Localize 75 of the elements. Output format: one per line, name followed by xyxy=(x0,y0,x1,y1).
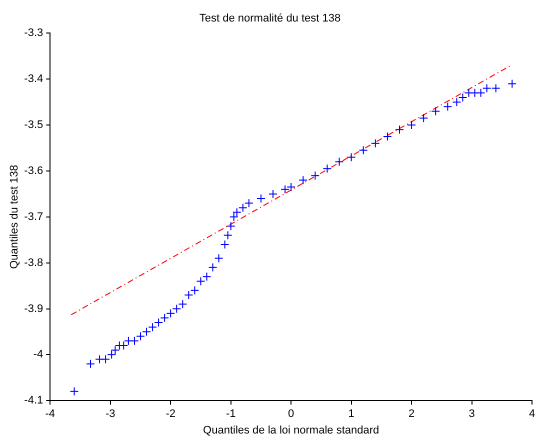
point xyxy=(136,332,145,341)
point xyxy=(172,304,182,314)
point xyxy=(148,322,158,332)
point xyxy=(160,313,170,322)
point xyxy=(208,262,218,272)
y-tick-label: -3.4 xyxy=(24,73,44,86)
x-tick-label: 2 xyxy=(408,408,415,420)
point xyxy=(268,189,278,198)
x-axis-title: Quantiles de la loi normale standard xyxy=(203,424,380,436)
point xyxy=(334,157,344,166)
point xyxy=(508,79,517,88)
point xyxy=(476,88,486,98)
point xyxy=(124,336,133,346)
point xyxy=(298,176,308,185)
point xyxy=(482,84,492,93)
point xyxy=(394,125,404,134)
point xyxy=(244,198,254,208)
point xyxy=(346,152,356,162)
point xyxy=(142,327,152,336)
point xyxy=(229,212,238,222)
y-tick-label: -3.3 xyxy=(24,27,44,40)
point xyxy=(226,222,236,231)
point xyxy=(86,359,96,368)
x-tick-label: -1 xyxy=(226,408,236,420)
chart-title: Test de normalité du test 138 xyxy=(199,12,341,25)
point xyxy=(110,346,120,355)
point xyxy=(310,171,320,180)
y-axis-title: Quantiles du test 138 xyxy=(8,164,21,269)
y-tick-label: -3.6 xyxy=(24,165,44,178)
x-tick-label: -3 xyxy=(105,408,116,420)
point xyxy=(184,290,194,300)
point xyxy=(431,106,440,116)
point xyxy=(95,354,104,364)
point xyxy=(458,92,468,102)
point xyxy=(202,272,212,282)
x-tick-label: 4 xyxy=(528,408,536,420)
point xyxy=(232,208,242,217)
y-tick-label: -3.8 xyxy=(24,256,44,269)
x-tick-label: 0 xyxy=(288,408,294,420)
point xyxy=(452,98,462,107)
point xyxy=(190,286,200,295)
point xyxy=(220,240,230,249)
y-tick-label: -3.7 xyxy=(24,210,44,223)
x-tick-label: -2 xyxy=(166,408,176,420)
point xyxy=(178,300,188,309)
point xyxy=(358,146,368,155)
point xyxy=(196,276,206,286)
point xyxy=(491,84,500,93)
point xyxy=(322,164,332,174)
point xyxy=(107,350,116,360)
y-tick-label: -3.9 xyxy=(24,302,44,315)
point xyxy=(70,386,79,396)
point xyxy=(443,102,452,112)
point xyxy=(154,318,164,328)
point xyxy=(238,203,248,212)
x-tick-label: -4 xyxy=(45,408,56,420)
x-tick-label: 1 xyxy=(348,408,354,420)
point xyxy=(101,354,110,364)
point xyxy=(214,254,224,263)
point xyxy=(464,88,474,98)
point xyxy=(166,308,176,318)
point xyxy=(130,336,139,346)
point xyxy=(470,88,480,98)
x-tick-label: 3 xyxy=(468,408,475,420)
point xyxy=(256,194,266,204)
y-tick-label: -4 xyxy=(33,348,44,361)
point xyxy=(407,120,416,130)
point xyxy=(286,182,296,192)
point xyxy=(223,230,232,240)
y-tick-label: -3.5 xyxy=(24,119,44,132)
point xyxy=(419,114,428,123)
point xyxy=(382,132,392,142)
point xyxy=(280,184,290,194)
point xyxy=(370,138,380,148)
y-tick-label: -4.1 xyxy=(24,394,44,407)
